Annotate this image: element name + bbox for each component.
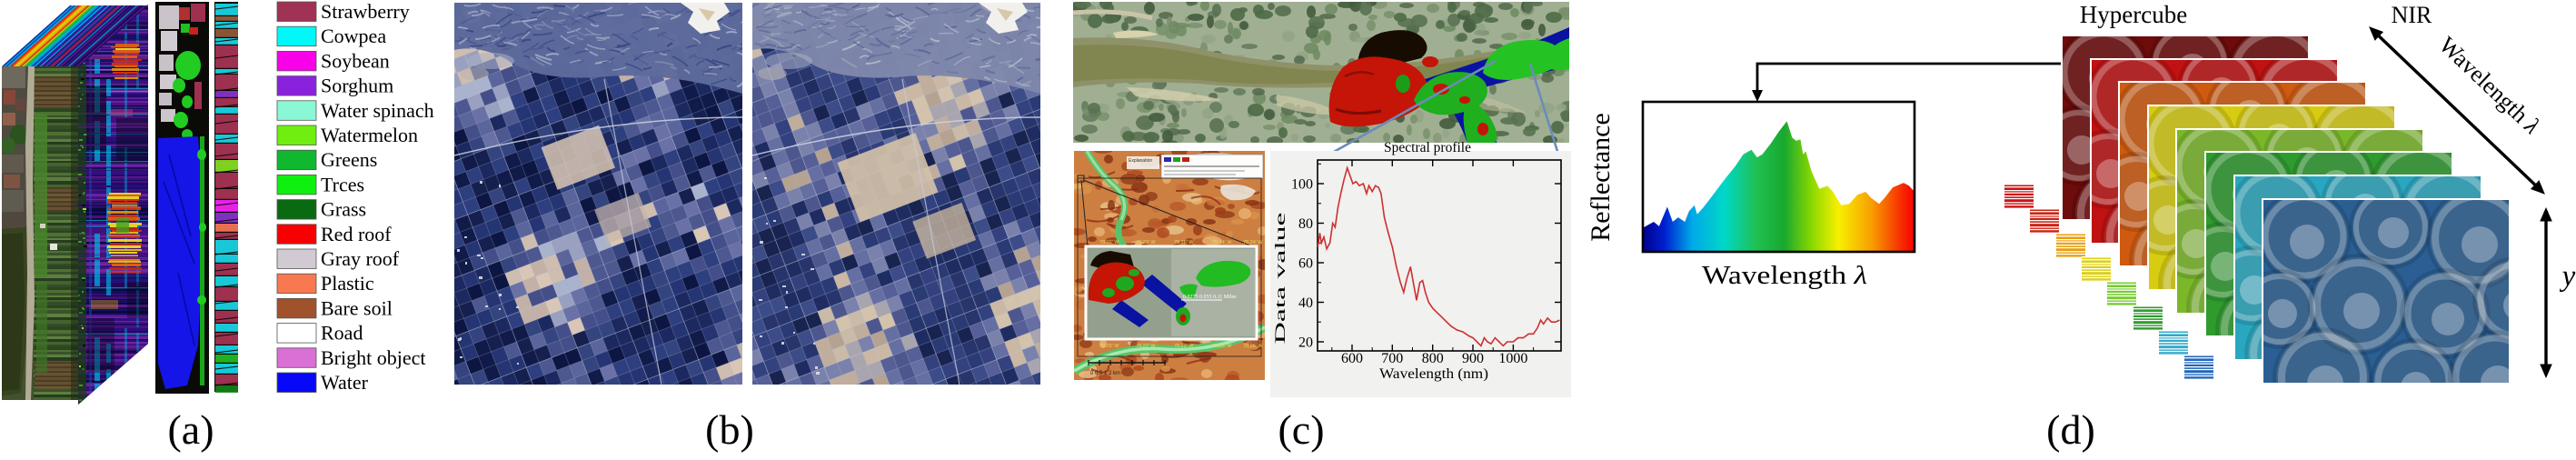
svg-text:80: 80 xyxy=(1298,216,1313,232)
svg-text:NIR: NIR xyxy=(2392,2,2432,28)
svg-text:Water spinach: Water spinach xyxy=(321,99,434,122)
svg-text:78.25' W: 78.25' W xyxy=(1099,344,1119,349)
svg-text:600: 600 xyxy=(1341,351,1363,366)
svg-text:78.26' W: 78.26' W xyxy=(1174,240,1194,245)
svg-text:Grass: Grass xyxy=(321,198,366,221)
svg-text:(b): (b) xyxy=(705,406,754,453)
svg-text:700: 700 xyxy=(1381,351,1403,366)
svg-text:Sorghum: Sorghum xyxy=(321,75,393,97)
svg-text:Greens: Greens xyxy=(321,148,377,171)
svg-text:(a): (a) xyxy=(167,406,214,453)
svg-text:78.24' W: 78.24' W xyxy=(1212,240,1232,245)
svg-text:Data value: Data value xyxy=(1273,213,1288,345)
svg-text:Road: Road xyxy=(321,322,363,345)
svg-text:Spectral profile: Spectral profile xyxy=(1384,140,1471,155)
svg-text:0 0.5 1 2 km: 0 0.5 1 2 km xyxy=(1090,371,1120,376)
svg-text:40: 40 xyxy=(1298,295,1313,311)
svg-text:Bright object: Bright object xyxy=(321,346,425,369)
svg-text:Wavelength (nm): Wavelength (nm) xyxy=(1379,366,1488,382)
svg-text:0.0275 0.055 0.11 Miles: 0.0275 0.055 0.11 Miles xyxy=(1183,295,1237,300)
svg-text:Hypercube: Hypercube xyxy=(2080,1,2187,28)
svg-text:Watermelon: Watermelon xyxy=(321,124,418,146)
svg-text:78.22' W: 78.22' W xyxy=(1136,344,1156,349)
svg-text:Plastic: Plastic xyxy=(321,272,374,295)
svg-text:60: 60 xyxy=(1298,256,1313,272)
svg-text:Wavelength λ: Wavelength λ xyxy=(2434,32,2545,139)
svg-text:20: 20 xyxy=(1298,335,1313,351)
svg-text:Soybean: Soybean xyxy=(321,49,390,72)
svg-text:(d): (d) xyxy=(2046,406,2095,453)
svg-text:100: 100 xyxy=(1291,177,1313,193)
svg-text:Strawberry: Strawberry xyxy=(321,0,410,23)
svg-text:Trces: Trces xyxy=(321,173,364,195)
svg-text:78.29' W: 78.29' W xyxy=(1174,344,1194,349)
svg-text:Reflectance: Reflectance xyxy=(1586,113,1616,242)
svg-text:Red roof: Red roof xyxy=(321,223,392,245)
svg-text:(c): (c) xyxy=(1278,406,1324,453)
svg-text:78.28' W: 78.28' W xyxy=(1212,344,1232,349)
svg-text:78.23' W: 78.23' W xyxy=(1136,240,1156,245)
svg-text:Gray roof: Gray roof xyxy=(321,247,400,270)
svg-text:Explanation: Explanation xyxy=(1129,158,1152,164)
svg-text:y: y xyxy=(2560,260,2576,293)
svg-text:Bare soil: Bare soil xyxy=(321,296,393,319)
svg-text:78.26' W: 78.26' W xyxy=(1243,344,1263,349)
svg-text:800: 800 xyxy=(1422,351,1444,366)
svg-text:78.24' W: 78.24' W xyxy=(1243,240,1263,245)
svg-text:900: 900 xyxy=(1462,351,1484,366)
svg-text:Wavelength λ: Wavelength λ xyxy=(1702,262,1867,290)
svg-text:1000: 1000 xyxy=(1498,351,1527,366)
svg-text:78.26' W: 78.26' W xyxy=(1099,240,1119,245)
svg-text:Water: Water xyxy=(321,371,369,394)
svg-text:Cowpea: Cowpea xyxy=(321,25,386,47)
